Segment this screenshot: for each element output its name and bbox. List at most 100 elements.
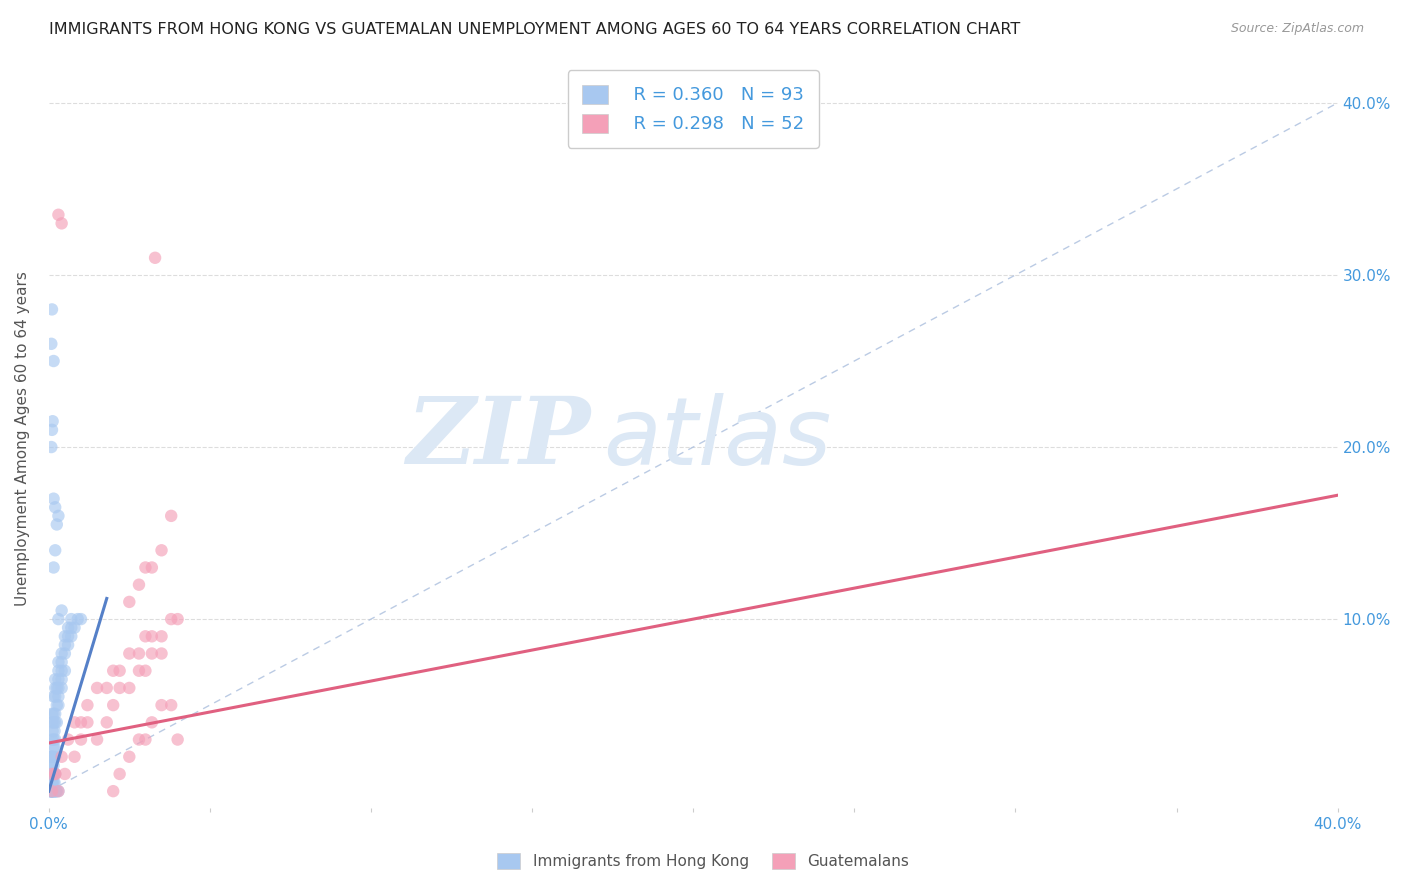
Point — [41, 767, 63, 781]
Point — [51, 655, 73, 669]
Point — [41, 784, 63, 798]
Point — [48, 784, 70, 798]
Point — [42, 741, 65, 756]
Y-axis label: Unemployment Among Ages 60 to 64 years: Unemployment Among Ages 60 to 64 years — [15, 271, 30, 606]
Point — [118, 749, 141, 764]
Point — [86, 681, 108, 695]
Point — [150, 629, 173, 643]
Point — [128, 647, 150, 661]
Point — [48, 681, 70, 695]
Point — [56, 621, 79, 635]
Point — [51, 681, 73, 695]
Point — [45, 698, 67, 713]
Point — [41, 784, 63, 798]
Point — [103, 698, 125, 713]
Point — [60, 612, 83, 626]
Point — [39, 784, 62, 798]
Point — [51, 647, 73, 661]
Point — [160, 612, 183, 626]
Point — [141, 715, 163, 730]
Point — [96, 715, 118, 730]
Point — [44, 723, 66, 738]
Point — [134, 732, 156, 747]
Point — [42, 354, 65, 368]
Point — [143, 251, 166, 265]
Point — [41, 715, 63, 730]
Point — [48, 208, 70, 222]
Point — [41, 706, 63, 721]
Point — [44, 543, 66, 558]
Point — [86, 732, 108, 747]
Point — [128, 577, 150, 591]
Point — [118, 681, 141, 695]
Point — [141, 629, 163, 643]
Point — [42, 690, 65, 704]
Point — [56, 638, 79, 652]
Point — [39, 784, 62, 798]
Point — [41, 336, 63, 351]
Point — [44, 749, 66, 764]
Point — [70, 612, 93, 626]
Point — [44, 715, 66, 730]
Point — [44, 732, 66, 747]
Point — [41, 784, 63, 798]
Text: atlas: atlas — [603, 393, 831, 484]
Point — [128, 732, 150, 747]
Point — [48, 784, 70, 798]
Point — [45, 784, 67, 798]
Point — [160, 508, 183, 523]
Point — [41, 423, 63, 437]
Point — [42, 715, 65, 730]
Point — [44, 775, 66, 789]
Point — [48, 673, 70, 687]
Point — [76, 715, 98, 730]
Point — [48, 690, 70, 704]
Point — [118, 595, 141, 609]
Point — [41, 749, 63, 764]
Point — [53, 767, 76, 781]
Point — [60, 621, 83, 635]
Point — [44, 500, 66, 515]
Point — [76, 698, 98, 713]
Point — [41, 767, 63, 781]
Point — [56, 629, 79, 643]
Point — [53, 664, 76, 678]
Point — [42, 732, 65, 747]
Point — [48, 664, 70, 678]
Point — [48, 612, 70, 626]
Point — [150, 647, 173, 661]
Point — [56, 732, 79, 747]
Text: Source: ZipAtlas.com: Source: ZipAtlas.com — [1230, 22, 1364, 36]
Point — [48, 655, 70, 669]
Point — [108, 664, 131, 678]
Point — [42, 706, 65, 721]
Point — [150, 543, 173, 558]
Point — [41, 784, 63, 798]
Point — [44, 784, 66, 798]
Point — [103, 784, 125, 798]
Point — [51, 673, 73, 687]
Point — [41, 414, 63, 428]
Point — [39, 784, 62, 798]
Point — [150, 698, 173, 713]
Point — [41, 767, 63, 781]
Legend:   R = 0.360   N = 93,   R = 0.298   N = 52: R = 0.360 N = 93, R = 0.298 N = 52 — [568, 70, 818, 148]
Point — [39, 784, 62, 798]
Point — [166, 732, 188, 747]
Point — [41, 784, 63, 798]
Point — [45, 784, 67, 798]
Point — [53, 647, 76, 661]
Point — [44, 690, 66, 704]
Point — [41, 784, 63, 798]
Point — [42, 775, 65, 789]
Point — [53, 629, 76, 643]
Point — [118, 647, 141, 661]
Point — [44, 784, 66, 798]
Point — [41, 775, 63, 789]
Point — [51, 603, 73, 617]
Point — [48, 698, 70, 713]
Point — [128, 664, 150, 678]
Point — [134, 560, 156, 574]
Text: IMMIGRANTS FROM HONG KONG VS GUATEMALAN UNEMPLOYMENT AMONG AGES 60 TO 64 YEARS C: IMMIGRANTS FROM HONG KONG VS GUATEMALAN … — [49, 22, 1021, 37]
Point — [41, 723, 63, 738]
